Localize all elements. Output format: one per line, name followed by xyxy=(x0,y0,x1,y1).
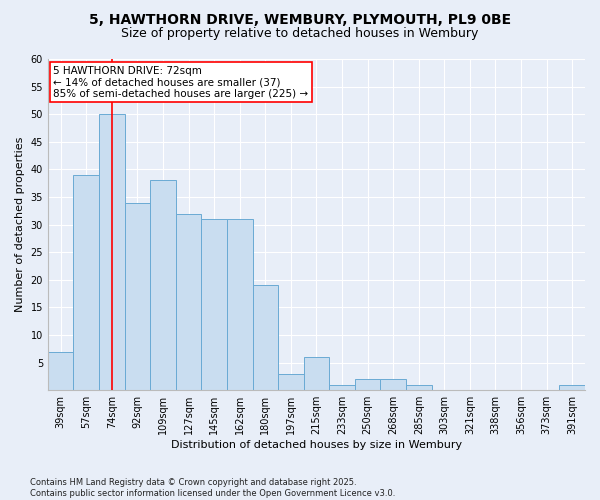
Text: 5 HAWTHORN DRIVE: 72sqm
← 14% of detached houses are smaller (37)
85% of semi-de: 5 HAWTHORN DRIVE: 72sqm ← 14% of detache… xyxy=(53,66,308,99)
Bar xyxy=(150,180,176,390)
Y-axis label: Number of detached properties: Number of detached properties xyxy=(15,137,25,312)
Bar xyxy=(253,286,278,390)
Bar xyxy=(380,379,406,390)
X-axis label: Distribution of detached houses by size in Wembury: Distribution of detached houses by size … xyxy=(171,440,462,450)
Bar xyxy=(304,357,329,390)
Bar xyxy=(176,214,202,390)
Bar xyxy=(559,384,585,390)
Bar xyxy=(329,384,355,390)
Bar xyxy=(406,384,431,390)
Bar xyxy=(227,219,253,390)
Text: Contains HM Land Registry data © Crown copyright and database right 2025.
Contai: Contains HM Land Registry data © Crown c… xyxy=(30,478,395,498)
Bar xyxy=(278,374,304,390)
Bar xyxy=(99,114,125,390)
Text: 5, HAWTHORN DRIVE, WEMBURY, PLYMOUTH, PL9 0BE: 5, HAWTHORN DRIVE, WEMBURY, PLYMOUTH, PL… xyxy=(89,12,511,26)
Text: Size of property relative to detached houses in Wembury: Size of property relative to detached ho… xyxy=(121,28,479,40)
Bar xyxy=(125,202,150,390)
Bar xyxy=(202,219,227,390)
Bar xyxy=(355,379,380,390)
Bar xyxy=(48,352,73,390)
Bar xyxy=(73,175,99,390)
